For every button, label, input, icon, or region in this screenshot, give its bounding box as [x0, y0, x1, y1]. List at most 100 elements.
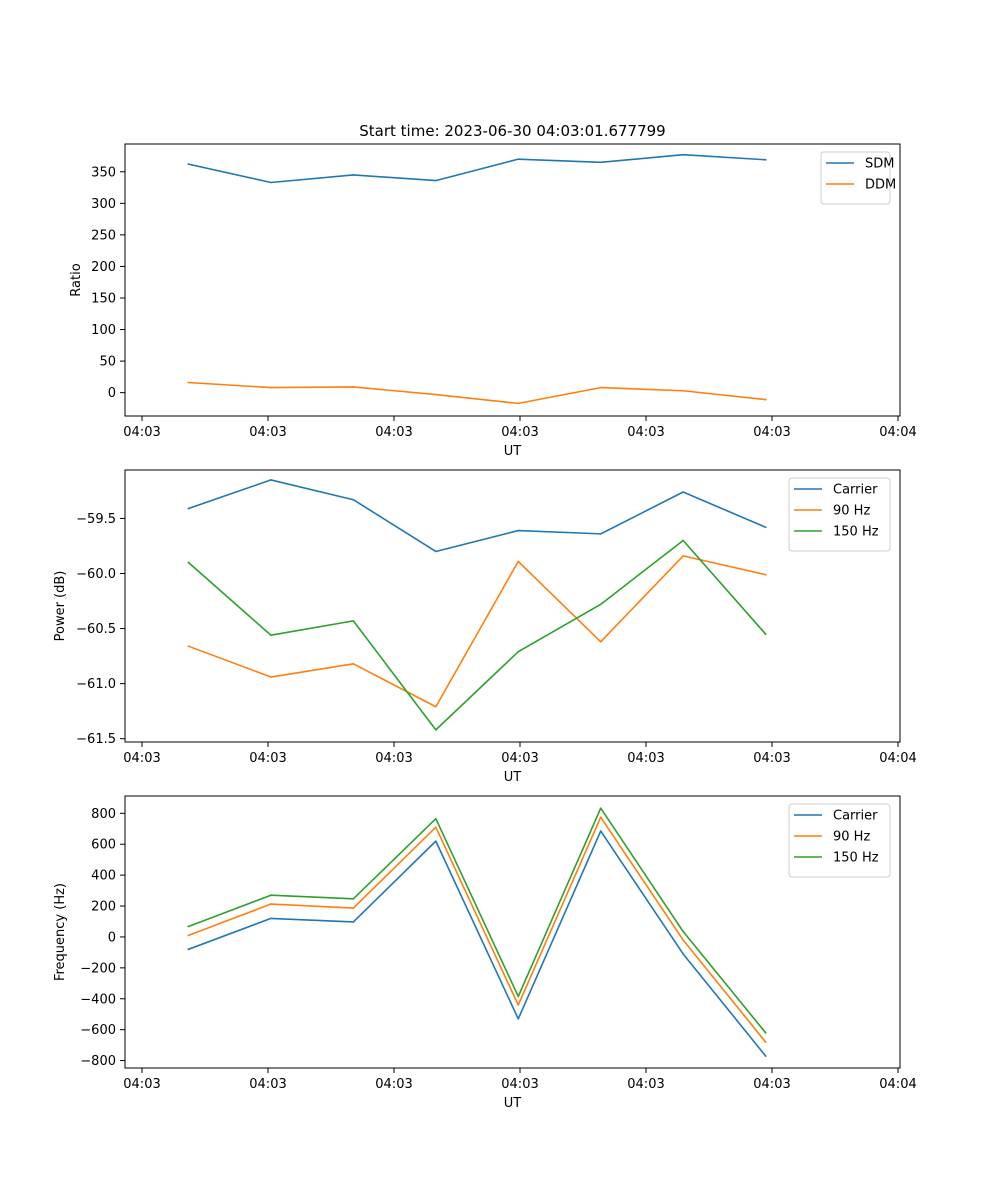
data-point: [435, 826, 437, 829]
data-point: [599, 816, 602, 818]
data-point: [599, 640, 602, 643]
data-point: [187, 645, 190, 647]
data-point: [517, 560, 520, 563]
data-point: [599, 830, 602, 832]
axes-frame: [124, 143, 901, 417]
x-tick-label: 04:03: [753, 425, 790, 440]
x-tick-label: 04:03: [375, 751, 412, 766]
data-point: [352, 897, 355, 900]
x-tick-label: 04:03: [501, 1077, 538, 1092]
data-point: [682, 939, 684, 941]
series-line-sdm: [187, 153, 767, 184]
x-tick-label: 04:04: [879, 1077, 916, 1092]
series-line-ddm: [187, 381, 767, 405]
data-point: [599, 533, 602, 535]
data-point: [435, 550, 437, 553]
data-point: [517, 529, 520, 532]
x-tick-label: 04:03: [123, 1077, 160, 1092]
data-point: [270, 386, 272, 389]
data-point: [352, 921, 355, 923]
y-tick-label: 600: [91, 838, 116, 853]
data-point: [599, 603, 602, 606]
data-point: [187, 934, 190, 937]
x-tick-label: 04:03: [753, 1077, 790, 1092]
legend-label: 90 Hz: [833, 504, 870, 519]
data-point: [682, 389, 684, 392]
data-point: [599, 807, 602, 810]
x-tick-label: 04:03: [123, 425, 160, 440]
y-tick-label: 300: [91, 197, 116, 212]
data-point: [682, 555, 684, 557]
data-point: [599, 161, 602, 164]
data-point: [764, 1041, 767, 1043]
y-tick-label: −800: [80, 1054, 116, 1069]
x-tick-label: 04:03: [501, 425, 538, 440]
y-tick-label: −60.0: [76, 567, 116, 582]
legend: Carrier 90 Hz 150 Hz: [788, 477, 891, 552]
data-point: [599, 386, 602, 389]
data-point: [352, 174, 355, 176]
data-point: [435, 705, 437, 708]
data-point: [764, 1031, 767, 1034]
y-tick-label: 400: [91, 869, 116, 884]
data-point: [682, 153, 684, 156]
data-point: [187, 925, 190, 928]
figure-title: Start time: 2023-06-30 04:03:01.677799: [359, 122, 665, 140]
data-point: [435, 840, 437, 842]
y-tick-label: −60.5: [76, 622, 116, 637]
data-point: [352, 663, 355, 665]
x-tick-label: 04:03: [249, 425, 286, 440]
y-tick-label: 50: [99, 355, 116, 370]
x-tick-label: 04:03: [375, 1077, 412, 1092]
data-point: [764, 526, 767, 529]
x-tick-label: 04:03: [753, 751, 790, 766]
panels: 04:03 04:03 04:03 04:03 04:03 04:03 04:04 0 50 10…: [53, 143, 917, 1111]
y-tick-label: −61.5: [76, 732, 116, 747]
chart-panel-2: 04:03 04:03 04:03 04:03 04:03 04:03 04:04 −61.5…: [53, 469, 917, 785]
x-axis-label: UT: [504, 770, 522, 785]
data-point: [270, 676, 272, 678]
series-line-150-hz: [187, 807, 767, 1034]
data-point: [435, 817, 437, 820]
data-point: [764, 158, 767, 161]
x-tick-label: 04:03: [249, 1077, 286, 1092]
legend-label: SDM: [865, 157, 894, 172]
y-axis-label: Frequency (Hz): [53, 883, 68, 981]
data-point: [187, 163, 190, 165]
series-line-90-hz: [187, 816, 767, 1044]
data-point: [270, 917, 272, 920]
legend-label: Carrier: [833, 483, 878, 498]
legend-label: Carrier: [833, 809, 878, 824]
data-point: [352, 386, 355, 388]
y-tick-label: −200: [80, 961, 116, 976]
y-tick-label: 250: [91, 228, 116, 243]
y-tick-label: −400: [80, 992, 116, 1007]
legend-box: [788, 477, 891, 552]
data-point: [764, 633, 767, 635]
y-tick-label: −600: [80, 1023, 116, 1038]
data-point: [517, 158, 520, 160]
series-line-carrier: [187, 830, 767, 1058]
data-point: [352, 620, 355, 622]
data-point: [187, 561, 190, 564]
legend-label: 90 Hz: [833, 830, 870, 845]
data-point: [682, 491, 684, 493]
data-point: [517, 1018, 520, 1020]
y-tick-label: 200: [91, 260, 116, 275]
legend-box: [788, 803, 891, 878]
data-point: [270, 894, 272, 897]
data-point: [187, 507, 190, 510]
legend: SDM DDM: [820, 151, 896, 205]
chart-panel-3: 04:03 04:03 04:03 04:03 04:03 04:03 04:04 −800 −…: [53, 795, 917, 1111]
y-tick-label: −61.0: [76, 677, 116, 692]
legend-box: [820, 151, 891, 205]
y-tick-label: 800: [91, 807, 116, 822]
series-line-carrier: [187, 479, 767, 553]
x-tick-label: 04:03: [627, 1077, 664, 1092]
x-tick-label: 04:03: [627, 751, 664, 766]
data-point: [435, 729, 437, 731]
data-point: [764, 573, 767, 576]
axes-frame: [124, 469, 901, 743]
data-point: [764, 398, 767, 401]
